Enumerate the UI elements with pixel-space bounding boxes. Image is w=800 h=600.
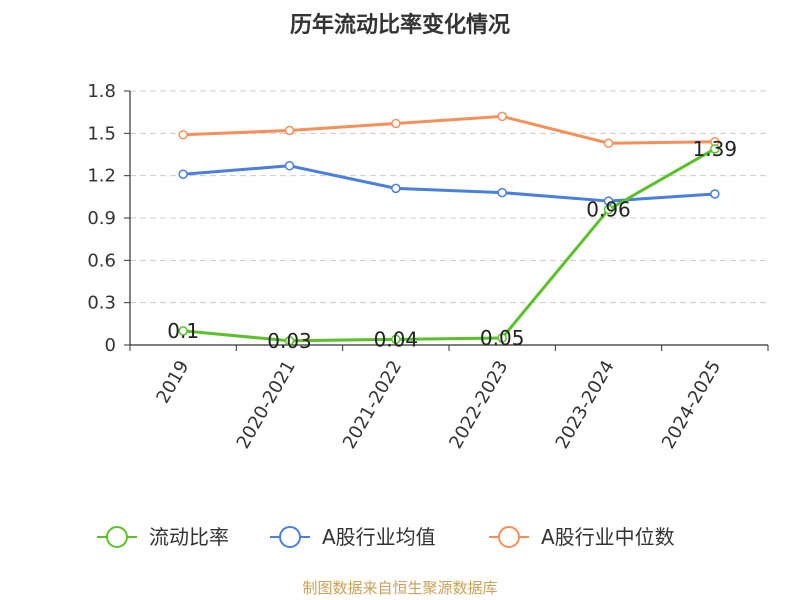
data-label: 0.1	[167, 319, 199, 343]
data-point	[391, 183, 401, 194]
data-label: 0.03	[267, 329, 312, 353]
y-tick-label: 0	[105, 335, 116, 356]
x-tick-label: 2019	[152, 357, 193, 407]
data-point	[284, 161, 295, 171]
data-point	[497, 187, 507, 198]
grid	[130, 90, 768, 304]
y-tick-label: 0.3	[87, 293, 116, 314]
data-point	[284, 336, 295, 346]
data-point	[178, 169, 188, 180]
legend: 流动比率 A股行业均值 A股行业中位数	[97, 525, 675, 549]
series-layer	[178, 111, 720, 346]
data-point	[603, 138, 614, 148]
legend-item-1: A股行业均值	[270, 525, 436, 549]
x-tick-label: 2020-2021	[233, 357, 300, 452]
series-1	[178, 161, 720, 206]
data-point	[497, 111, 507, 122]
data-point	[284, 125, 295, 136]
data-label: 0.96	[586, 198, 631, 222]
data-point	[391, 118, 401, 129]
series-0	[178, 144, 720, 346]
x-tick-label: 2023-2024	[552, 357, 619, 452]
data-label: 1.39	[693, 137, 738, 161]
data-point	[603, 204, 614, 215]
legend-label: 流动比率	[149, 525, 229, 549]
series-2	[178, 111, 720, 148]
x-tick-label: 2021-2022	[339, 357, 406, 452]
legend-marker	[498, 526, 520, 548]
data-label: 0.04	[374, 327, 419, 351]
legend-label: A股行业中位数	[541, 525, 675, 549]
data-point	[178, 129, 188, 140]
series-line	[183, 114, 715, 145]
data-point	[497, 333, 507, 343]
data-point	[710, 144, 720, 154]
series-line	[183, 147, 716, 343]
legend-item-0: 流动比率	[97, 525, 229, 549]
data-point	[391, 334, 401, 345]
data-point	[710, 189, 720, 199]
x-tick-label: 2022-2023	[445, 357, 512, 452]
source-note: 制图数据来自恒生聚源数据库	[302, 579, 497, 597]
y-tick-label: 0.9	[87, 208, 116, 229]
chart-title: 历年流动比率变化情况	[290, 12, 510, 38]
x-tick-label: 2024-2025	[658, 357, 725, 452]
data-point	[178, 326, 188, 336]
legend-label: A股行业均值	[322, 525, 436, 549]
legend-marker	[106, 526, 128, 548]
axes: 0 0.3 0.6 0.9 1.2 1.5 1.8 2019 2020-2021 2021-202…	[87, 81, 769, 452]
legend-marker	[279, 526, 301, 548]
legend-item-2: A股行业中位数	[489, 525, 675, 549]
data-labels: 0.1 0.03 0.04 0.05 0.96 1.39	[167, 137, 737, 353]
y-tick-label: 1.5	[87, 123, 116, 144]
y-tick-label: 0.6	[87, 250, 116, 271]
data-label: 0.05	[480, 326, 525, 350]
y-tick-label: 1.8	[87, 81, 116, 102]
y-tick-label: 1.2	[87, 166, 116, 187]
